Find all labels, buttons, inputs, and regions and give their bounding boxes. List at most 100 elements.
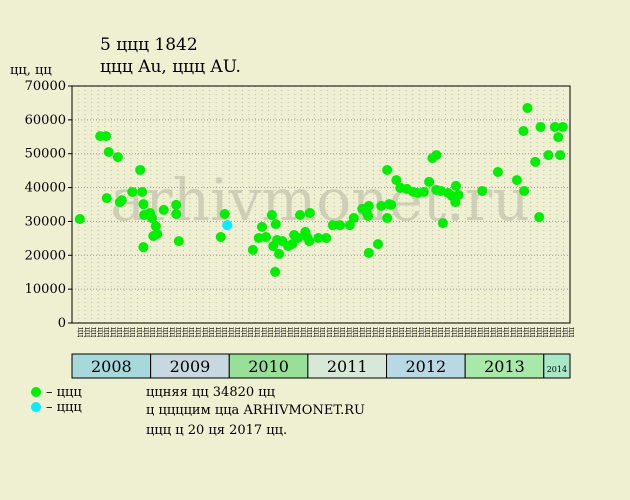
x-tick-label: цц bbox=[286, 327, 295, 337]
x-tick-label: цц bbox=[116, 327, 125, 337]
legend-label: – ццц bbox=[46, 385, 82, 400]
watermark: arhivmonet.ru bbox=[110, 166, 529, 234]
year-band bbox=[543, 353, 571, 379]
x-tick-label: цц bbox=[76, 327, 85, 337]
x-tick-label: цц bbox=[358, 327, 367, 337]
point bbox=[152, 228, 163, 239]
chart-subtitle: ццц Au, ццц AU. bbox=[100, 57, 241, 77]
y-tick-label: 60000 bbox=[25, 113, 66, 128]
x-tick-label: цц bbox=[548, 327, 557, 337]
point bbox=[304, 236, 315, 247]
y-tick-label: 70000 bbox=[25, 79, 66, 94]
x-tick-label: цц bbox=[175, 327, 184, 337]
x-tick-label: цц bbox=[214, 327, 223, 337]
x-tick-label: цц bbox=[293, 327, 302, 337]
point bbox=[295, 209, 306, 220]
point bbox=[518, 126, 529, 137]
x-tick-label: цц bbox=[266, 327, 275, 337]
x-tick-label: цц bbox=[542, 327, 551, 337]
point bbox=[543, 150, 554, 161]
point bbox=[535, 121, 546, 132]
x-tick-label: цц bbox=[483, 327, 492, 337]
x-tick-label: цц bbox=[391, 327, 400, 337]
point bbox=[424, 176, 435, 187]
x-tick-label: цц bbox=[404, 327, 413, 337]
note: ццняя цц 34820 цц bbox=[146, 385, 275, 400]
point bbox=[171, 208, 182, 219]
point bbox=[373, 239, 384, 250]
point bbox=[363, 247, 374, 258]
point bbox=[335, 220, 346, 231]
point bbox=[270, 219, 281, 230]
x-tick-label: цц bbox=[201, 327, 210, 337]
point bbox=[534, 212, 545, 223]
point bbox=[215, 232, 226, 243]
point bbox=[219, 208, 230, 219]
year-label: 2010 bbox=[248, 357, 289, 376]
x-tick-label: цц bbox=[306, 327, 315, 337]
year-label: 2013 bbox=[484, 357, 525, 376]
point bbox=[522, 103, 533, 114]
x-tick-label: цц bbox=[489, 327, 498, 337]
x-tick-label: цц bbox=[371, 327, 380, 337]
x-tick-label: цц bbox=[109, 327, 118, 337]
point bbox=[511, 175, 522, 186]
x-tick-label: цц bbox=[351, 327, 360, 337]
x-tick-label: цц bbox=[181, 327, 190, 337]
year-label: 2008 bbox=[91, 357, 132, 376]
x-tick-label: цц bbox=[397, 327, 406, 337]
x-tick-label: цц bbox=[437, 327, 446, 337]
point bbox=[327, 220, 338, 231]
x-tick-label: цц bbox=[227, 327, 236, 337]
point bbox=[135, 164, 146, 175]
year-band bbox=[464, 353, 545, 379]
y-tick-label: 40000 bbox=[25, 181, 66, 196]
year-label: 2011 bbox=[327, 357, 368, 376]
point bbox=[150, 221, 161, 232]
x-tick-label: цц bbox=[260, 327, 269, 337]
x-tick-label: цц bbox=[463, 327, 472, 337]
point bbox=[382, 164, 393, 175]
x-tick-label: цц bbox=[509, 327, 518, 337]
x-tick-label: цц bbox=[469, 327, 478, 337]
y-tick-label: 20000 bbox=[25, 248, 66, 263]
x-tick-label: цц bbox=[365, 327, 374, 337]
point bbox=[557, 121, 568, 132]
point bbox=[363, 211, 374, 222]
x-tick-label: цц bbox=[338, 327, 347, 337]
point bbox=[477, 185, 488, 196]
x-tick-label: цц bbox=[496, 327, 505, 337]
point bbox=[376, 200, 387, 211]
x-tick-label: цц bbox=[476, 327, 485, 337]
legend-marker bbox=[31, 402, 41, 412]
x-tick-label: цц bbox=[502, 327, 511, 337]
point bbox=[492, 166, 503, 177]
point bbox=[274, 248, 285, 259]
point bbox=[391, 175, 402, 186]
x-tick-label: цц bbox=[194, 327, 203, 337]
x-tick-label: цц bbox=[522, 327, 531, 337]
note: ц ццццим цца ARHIVMONET.RU bbox=[146, 403, 365, 418]
x-tick-label: цц bbox=[430, 327, 439, 337]
point bbox=[363, 200, 374, 211]
point bbox=[257, 221, 268, 232]
x-tick-label: цц bbox=[148, 327, 157, 337]
x-tick-label: цц bbox=[568, 327, 577, 337]
point bbox=[112, 152, 123, 163]
y-tick-label: 30000 bbox=[25, 214, 66, 229]
year-band bbox=[386, 353, 466, 379]
x-tick-label: цц bbox=[234, 327, 243, 337]
point bbox=[173, 236, 184, 247]
x-tick-label: цц bbox=[528, 327, 537, 337]
year-label: 2012 bbox=[405, 357, 446, 376]
x-tick-label: цц bbox=[89, 327, 98, 337]
x-tick-label: цц bbox=[456, 327, 465, 337]
point bbox=[386, 199, 397, 210]
x-tick-label: цц bbox=[96, 327, 105, 337]
x-tick-label: цц bbox=[240, 327, 249, 337]
x-tick-label: цц bbox=[220, 327, 229, 337]
point bbox=[266, 209, 277, 220]
point bbox=[418, 186, 429, 197]
point bbox=[138, 199, 149, 210]
point bbox=[127, 186, 138, 197]
